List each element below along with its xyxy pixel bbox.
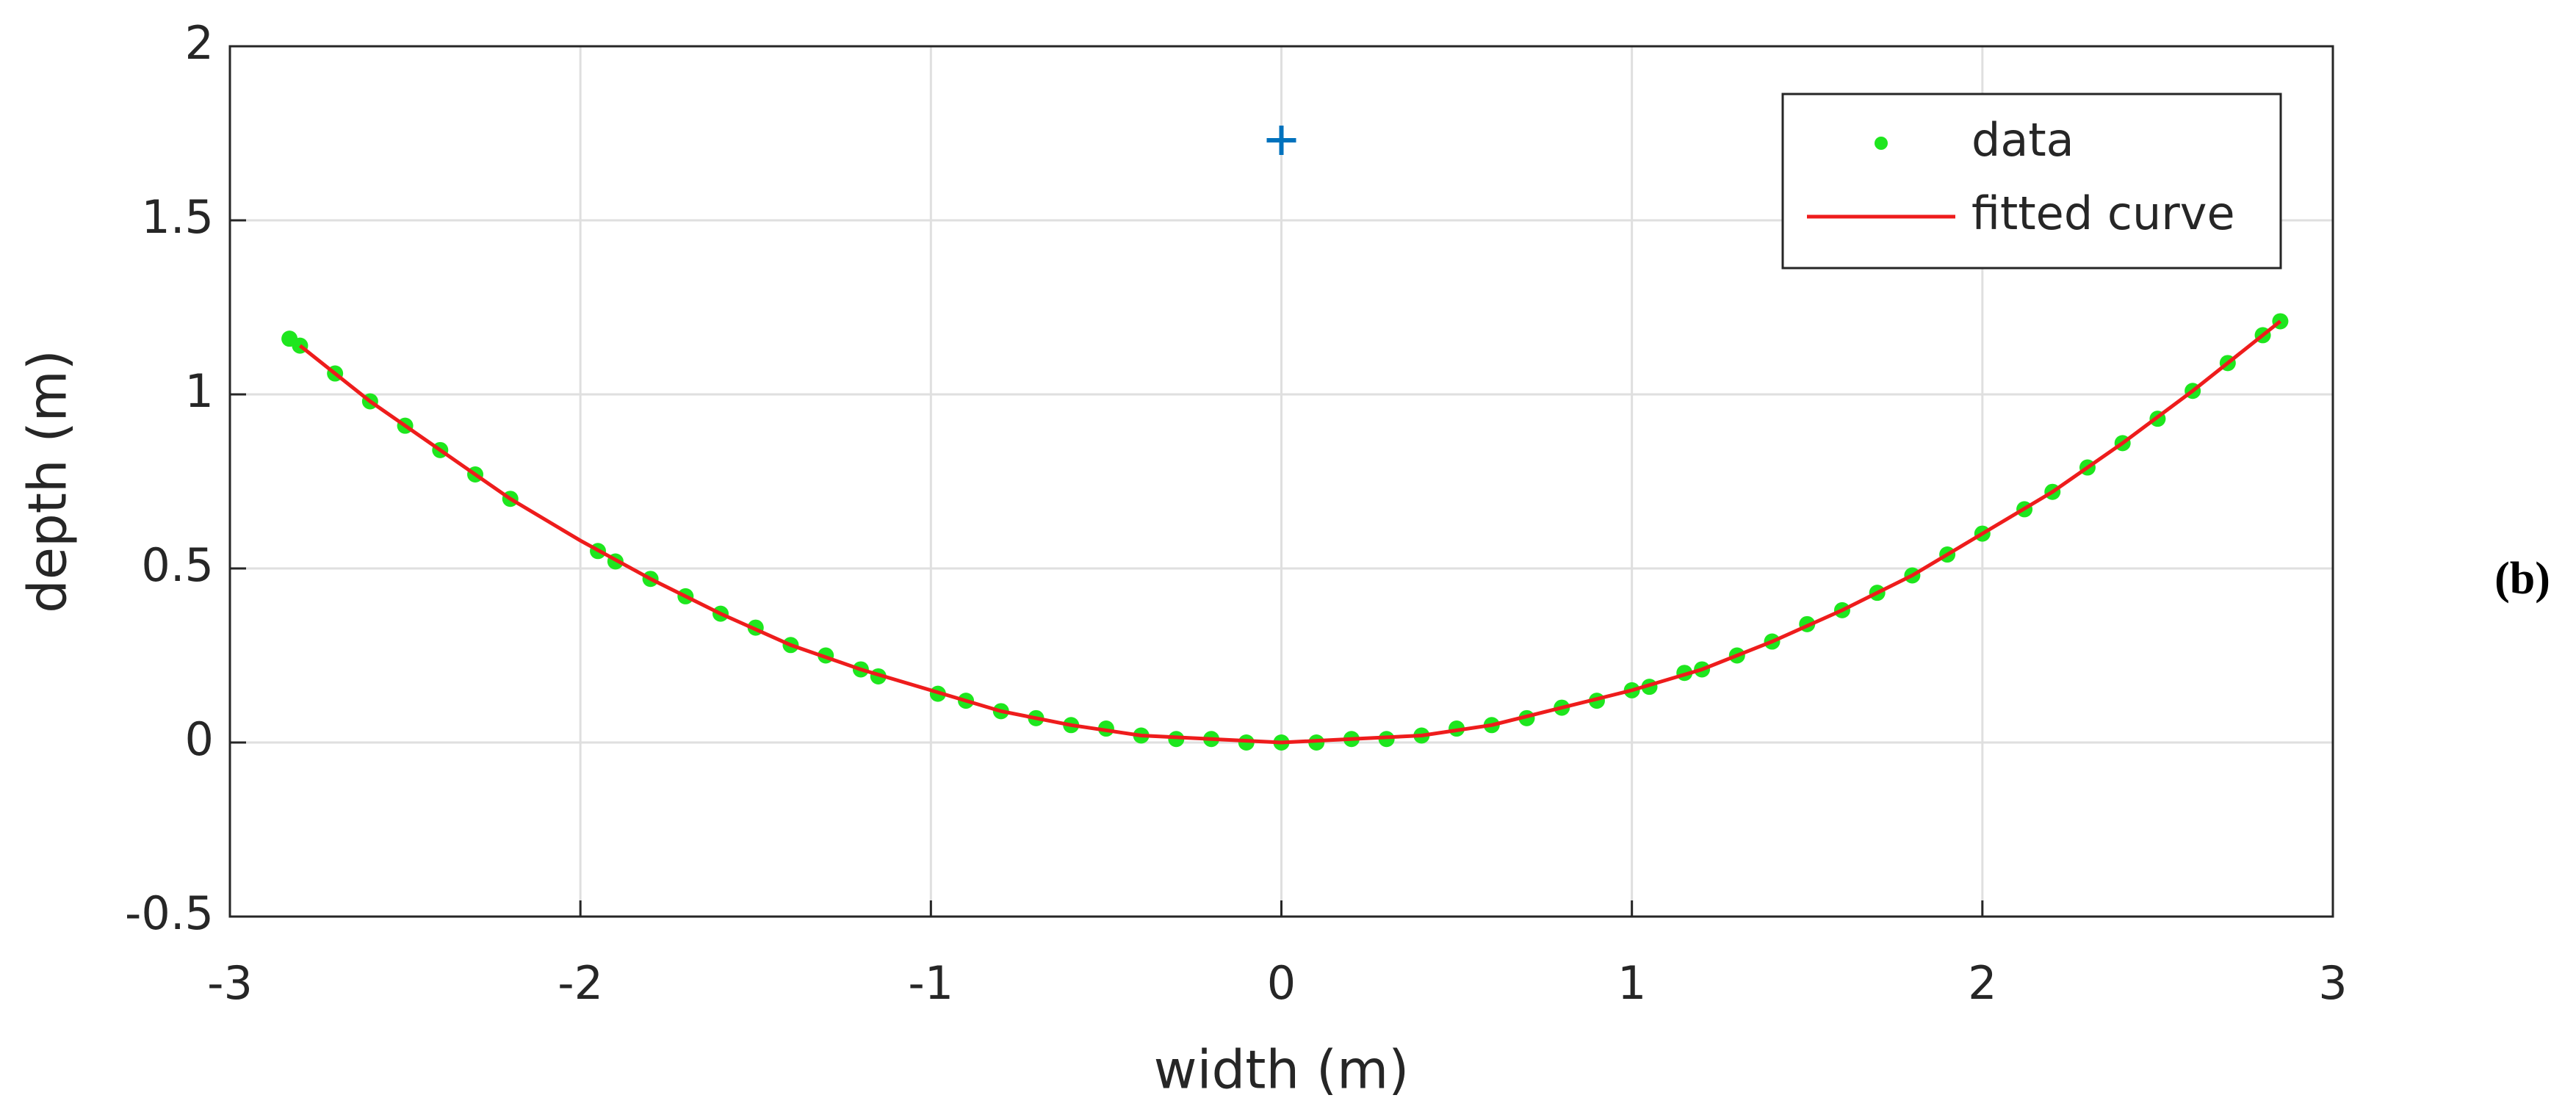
x-axis-label: width (m) [1154,1039,1410,1101]
legend-symbol [1875,137,1888,150]
x-tick-label: 3 [2318,956,2347,1010]
legend-label: fitted curve [1971,187,2235,240]
y-axis-label: depth (m) [17,350,79,613]
x-tick-label: 2 [1968,956,1996,1010]
y-tick-label: 1 [185,364,214,418]
plus-marker [1266,125,1296,155]
legend-label: data [1971,113,2074,167]
fitted-line [298,319,2281,745]
y-tick-label: 0 [185,712,214,766]
y-tick-label: 0.5 [141,538,214,592]
legend-box [1781,93,2282,270]
y-tick-label: -0.5 [125,886,214,940]
x-tick-label: 1 [1617,956,1646,1010]
panel-label: (b) [2494,554,2550,604]
x-tick-label: 0 [1267,956,1296,1010]
y-tick-label: 1.5 [141,190,214,244]
x-tick-label: -3 [207,956,253,1010]
plot-frame [228,45,2334,918]
series [298,319,2281,745]
x-tick-label: -1 [908,956,953,1010]
legend: data fitted curve [1781,93,2282,270]
x-tick-label: -2 [558,956,603,1010]
y-tick-label: 2 [185,16,214,70]
